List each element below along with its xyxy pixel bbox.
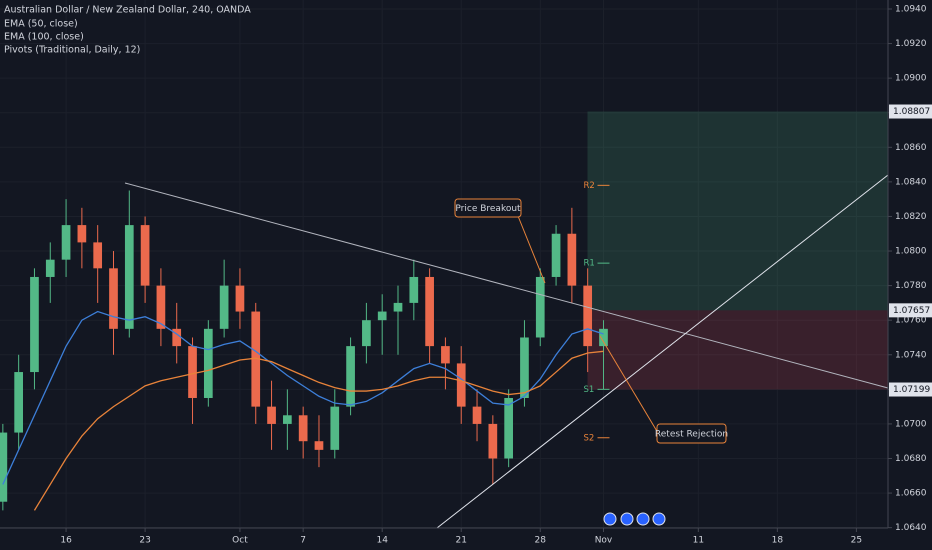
event-icons [603,512,666,526]
legend-entry: Pivots (Traditional, Daily, 12) [4,45,140,56]
candle-body [14,372,23,433]
annotation-box [656,423,727,444]
legend: Australian Dollar / New Zealand Dollar, … [4,5,251,56]
candle-body [314,441,324,450]
pivot-label: S2 [583,433,594,443]
candle-body [188,346,197,398]
y-axis-panel [888,0,932,550]
price-label-box [889,382,932,397]
y-tick-label: 1.0660 [895,489,927,499]
price-label-box [889,303,932,318]
annotation-connector [599,335,659,434]
loss-zone [587,310,888,390]
candle-body [520,337,529,398]
candle-body [488,423,498,459]
y-tick-label: 1.0920 [895,39,927,49]
candle-body [330,406,340,450]
price-label: 1.07199 [893,385,930,395]
y-tick-label: 1.0760 [895,316,927,326]
x-axis-panel [0,528,932,550]
candle-body [267,406,276,424]
candle-body [298,415,308,442]
candle-body [346,346,355,407]
candle-body [93,242,103,269]
legend-entry: EMA (100, close) [4,32,84,43]
candle-body [30,276,39,373]
x-tick-label: 18 [772,536,784,546]
y-tick-label: 1.0860 [895,143,927,153]
ema-line [2,310,604,485]
price-label: 1.07657 [893,306,930,316]
candle-body [583,285,593,347]
candle-body [456,363,466,407]
ema-line [33,350,604,511]
axes: 1.06401.06601.06801.07001.07201.07401.07… [60,4,932,546]
candle-body [551,233,561,277]
annotation: Price Breakout [455,204,521,214]
plot: R2 R1 S1 S2 [0,181,610,511]
x-tick-label: 23 [139,536,150,546]
y-tick-label: 1.0940 [895,4,927,14]
annotation-box [454,198,522,218]
x-tick-label: 25 [851,536,862,546]
candle-body [156,285,166,329]
x-tick-label: Oct [232,536,248,546]
candle-body [283,415,292,424]
y-tick-label: 1.0780 [895,281,927,291]
y-tick-label: 1.0820 [895,212,927,222]
y-tick-label: 1.0680 [895,454,927,464]
candle-body [235,285,245,312]
y-tick-label: 1.0700 [895,419,927,429]
candle-body [203,328,213,398]
candle-body [535,276,545,338]
candle-body [77,225,87,243]
candle-body [109,268,118,329]
legend-entry: EMA (50, close) [4,19,78,30]
candle-body [472,406,482,424]
x-tick-label: 16 [60,536,72,546]
candle-body [61,225,71,260]
x-tick-label: 21 [456,536,467,546]
x-tick-label: Nov [595,536,613,546]
candle-body [567,233,577,286]
candle-body [140,225,150,286]
trend-line [124,182,889,389]
candle-body [172,328,182,347]
x-tick-label: 28 [535,536,547,546]
candle-body [504,397,513,459]
pivot-label: S1 [583,385,594,395]
candle-body [45,259,55,277]
y-tick-label: 1.0840 [895,177,927,187]
price-label: 1.08807 [893,107,930,117]
y-tick-label: 1.0640 [895,523,927,533]
candle-body [251,311,261,407]
support-line [436,174,889,529]
annotation: Retest Rejection [655,430,728,440]
candle-body [124,225,134,329]
y-tick-label: 1.0900 [895,74,927,84]
position-zones [587,111,888,390]
x-tick-label: 7 [300,536,306,546]
candle-body [362,320,371,347]
profit-zone [587,111,888,311]
candle-body [0,432,8,502]
y-tick-label: 1.0800 [895,247,927,257]
candle-body [441,346,450,364]
price-label-box [889,104,932,119]
x-tick-label: 14 [376,536,388,546]
candle-body [393,302,403,312]
pivot-label: R1 [583,259,594,269]
candle-body [409,276,419,303]
y-tick-label: 1.0740 [895,350,927,360]
candle-body [599,328,608,347]
candle-body [219,285,229,329]
candle-body [425,276,434,347]
annotation-connector [517,215,546,284]
x-tick-label: 11 [693,536,704,546]
chart-title: Australian Dollar / New Zealand Dollar, … [4,5,251,16]
candle-body [377,311,387,321]
pivot-label: R2 [583,181,594,191]
